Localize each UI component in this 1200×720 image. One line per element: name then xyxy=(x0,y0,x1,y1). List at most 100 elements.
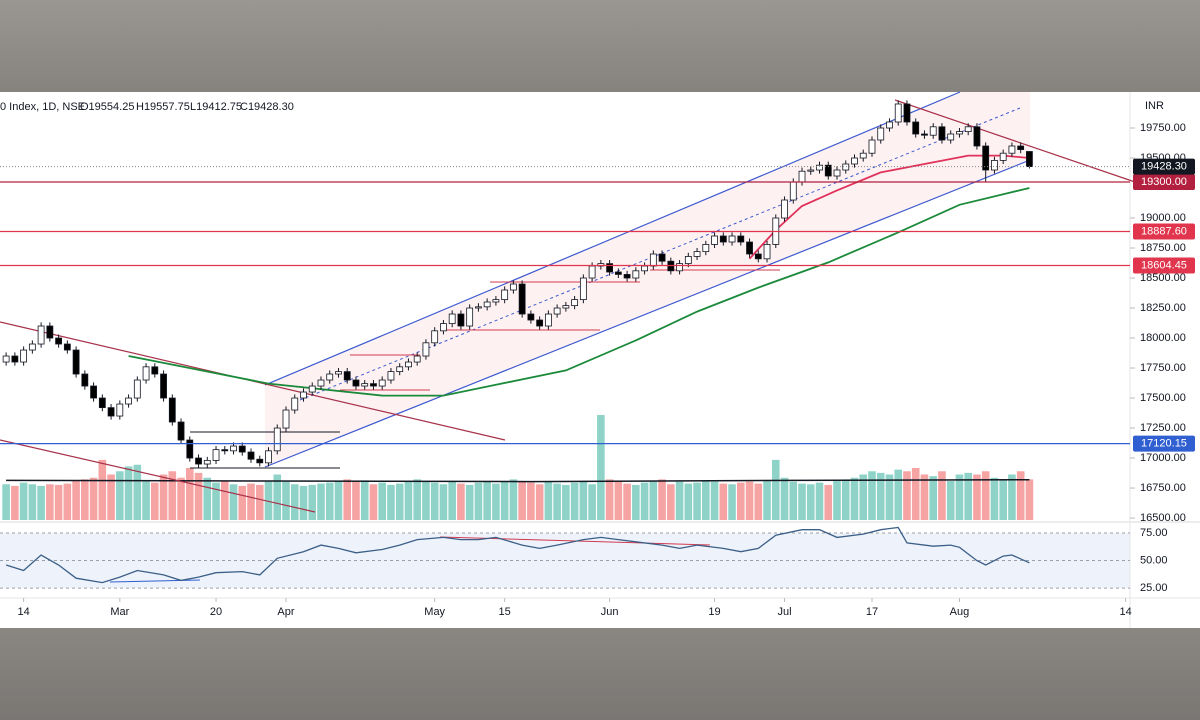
volume-bar xyxy=(780,477,789,520)
volume-bar xyxy=(675,481,684,520)
candle-body xyxy=(536,319,544,327)
candle-body xyxy=(440,323,447,332)
rsi-line xyxy=(5,526,1030,584)
candle-body xyxy=(649,253,657,267)
ohlc-close: C19428.30 xyxy=(240,101,294,113)
candle-body xyxy=(938,126,946,141)
volume-bar xyxy=(492,483,500,520)
candle-body xyxy=(466,307,474,327)
price-tag xyxy=(1133,257,1195,274)
volume-bar xyxy=(448,481,456,520)
candle-body xyxy=(186,439,194,459)
candle-body xyxy=(256,458,264,464)
candle-body xyxy=(422,342,430,357)
candle-body xyxy=(763,244,771,260)
ohlc-open: O19554.25 xyxy=(80,101,134,113)
candle-body xyxy=(684,256,692,265)
volume-bar xyxy=(597,415,605,520)
candle-body xyxy=(719,235,727,243)
candle-body xyxy=(20,349,28,363)
candle-body xyxy=(151,366,159,375)
price-tag xyxy=(1133,223,1195,240)
moving-average xyxy=(128,187,1030,397)
volume-bar xyxy=(81,479,89,520)
candle-body xyxy=(807,169,815,172)
candle-body xyxy=(728,235,736,243)
volume-bar xyxy=(824,484,833,520)
volume-bar xyxy=(151,482,159,520)
volume-bar xyxy=(990,477,999,520)
moving-average xyxy=(748,154,1030,260)
candle-body xyxy=(641,265,648,272)
volume-bar xyxy=(894,469,903,520)
candle-body xyxy=(457,313,465,327)
candle-body xyxy=(1008,145,1016,154)
candle-body xyxy=(125,397,132,405)
candle-body xyxy=(518,283,526,315)
y-tick-label: 17000.00 xyxy=(1140,452,1186,464)
candle-body xyxy=(317,379,325,387)
candle-body xyxy=(265,450,272,464)
candle-body xyxy=(387,371,395,381)
candle-body xyxy=(413,355,421,363)
candle-body xyxy=(947,133,955,141)
x-tick-label: 15 xyxy=(499,606,511,618)
volume-bar xyxy=(282,481,290,520)
volume-bar xyxy=(194,472,203,520)
y-tick-label: 19000.00 xyxy=(1140,212,1186,224)
volume-bar xyxy=(745,481,754,520)
volume-bar xyxy=(212,482,220,520)
ohlc-high: H19557.75 xyxy=(136,101,190,113)
candle-body xyxy=(816,164,823,171)
candle-body xyxy=(221,449,229,452)
candle-body xyxy=(116,403,124,417)
candle-body xyxy=(746,241,753,255)
volume-bar xyxy=(632,484,640,520)
candle-body xyxy=(273,427,281,452)
candle-body xyxy=(754,253,762,260)
volume-bar xyxy=(946,481,955,520)
y-tick-label: 18750.00 xyxy=(1140,242,1186,254)
volume-bar xyxy=(72,481,80,520)
candle-body xyxy=(177,421,185,441)
candle-body xyxy=(300,391,307,399)
y-tick-label: 18000.00 xyxy=(1140,332,1186,344)
candle-body xyxy=(55,337,62,345)
price-layer xyxy=(2,100,1033,468)
candle-body xyxy=(676,263,683,272)
volume-bar xyxy=(544,481,553,520)
volume-bar xyxy=(89,477,98,520)
volume-bar xyxy=(46,484,54,520)
channel-fill xyxy=(265,92,1030,467)
volume-bar xyxy=(264,481,273,520)
volume-bar xyxy=(2,484,10,520)
y-tick-label: 16750.00 xyxy=(1140,482,1186,494)
volume-bar xyxy=(325,482,334,520)
candle-body xyxy=(737,235,745,243)
volume-bar xyxy=(54,484,63,520)
volume-bar xyxy=(876,472,885,520)
volume-bar xyxy=(203,477,212,520)
candle-body xyxy=(588,265,596,279)
x-tick-label: Apr xyxy=(277,606,294,618)
volume-bar xyxy=(63,483,72,520)
volume-bar xyxy=(920,474,929,520)
volume-bar xyxy=(903,471,911,520)
candle-body xyxy=(378,379,386,387)
candle-body xyxy=(921,133,928,136)
candle-body xyxy=(894,103,902,123)
volume-bar xyxy=(815,482,824,520)
volume-bar xyxy=(116,471,124,520)
candle-body xyxy=(929,126,937,136)
volume-bar xyxy=(238,485,247,520)
volume-bar xyxy=(430,482,439,520)
rsi-divergence xyxy=(109,579,201,583)
candle-body xyxy=(142,366,150,381)
y-tick-label: 17250.00 xyxy=(1140,422,1186,434)
volume-bar xyxy=(562,484,570,520)
volume-bar xyxy=(640,482,649,520)
y-tick-label: 18250.00 xyxy=(1140,302,1186,314)
candle-body xyxy=(291,397,299,411)
volume-bar xyxy=(859,474,868,520)
